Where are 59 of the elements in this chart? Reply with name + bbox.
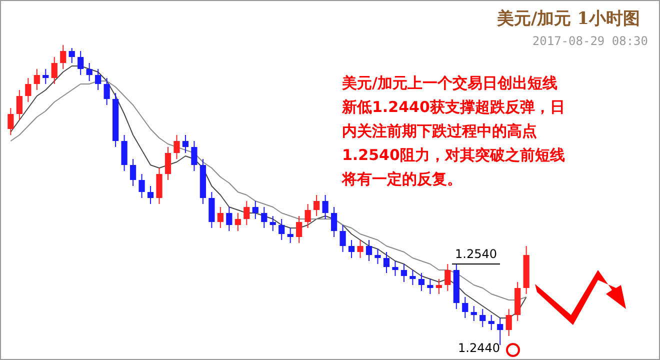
candlestick [68, 48, 75, 64]
annotation: 1.2440 [458, 341, 500, 355]
candlestick [130, 158, 136, 186]
candlestick [244, 200, 250, 226]
candlestick [436, 278, 442, 294]
candlestick [156, 168, 162, 204]
candlestick [462, 296, 468, 318]
candlestick [8, 108, 14, 136]
candlestick [330, 206, 338, 238]
candlestick [217, 206, 224, 228]
candlestick [278, 218, 285, 240]
candlestick [470, 306, 477, 322]
candlestick [392, 260, 398, 276]
candlestick [226, 206, 232, 232]
candlestick [174, 134, 180, 160]
candlestick [86, 62, 92, 82]
candlestick [304, 204, 311, 228]
candlestick [444, 264, 451, 292]
candlestick [322, 194, 328, 220]
candlestick [182, 134, 189, 154]
candlestick [418, 272, 425, 292]
candlestick [208, 192, 215, 228]
candlestick [16, 90, 22, 120]
candlestick [410, 270, 416, 286]
candlestick [95, 68, 102, 90]
candlestick [383, 252, 390, 274]
candlestick [147, 186, 154, 204]
candlestick [60, 44, 66, 70]
candlestick [25, 78, 32, 102]
candlestick [234, 212, 241, 232]
candlestick [252, 200, 258, 220]
candlestick [34, 68, 40, 90]
candlestick [121, 134, 128, 172]
candlestick [104, 78, 110, 106]
annotation: 1.2540 [455, 247, 497, 261]
candlestick [138, 174, 145, 198]
candlestick [357, 240, 364, 258]
text: 2017-08-29 08:30 [532, 34, 648, 48]
candlestick [366, 240, 372, 262]
candlestick [42, 68, 49, 84]
candlestick [78, 50, 84, 76]
candlestick [400, 264, 408, 282]
text: 美元/加元 1小时图 [496, 9, 640, 29]
candlestick [340, 224, 346, 252]
candlestick [488, 314, 494, 330]
candlestick [261, 206, 268, 228]
candlestick [480, 308, 486, 328]
candlestick [348, 240, 355, 258]
annotation: 美元/加元上一个交易日创出短线新低1.2440获支撑超跌反弹，日内关注前期下跌过程中的高点1.2540阻力，对其突破之前短线将有一定的反复。 [341, 74, 565, 188]
candlestick [164, 146, 172, 180]
candlestick [191, 140, 198, 172]
candlestick [270, 216, 276, 232]
candlestick [427, 278, 434, 294]
candlestick [51, 56, 58, 84]
candlestick [506, 308, 512, 336]
candlestick [296, 216, 302, 244]
candlestick [374, 248, 381, 264]
candlestick [314, 194, 320, 216]
candlestick [287, 228, 294, 244]
